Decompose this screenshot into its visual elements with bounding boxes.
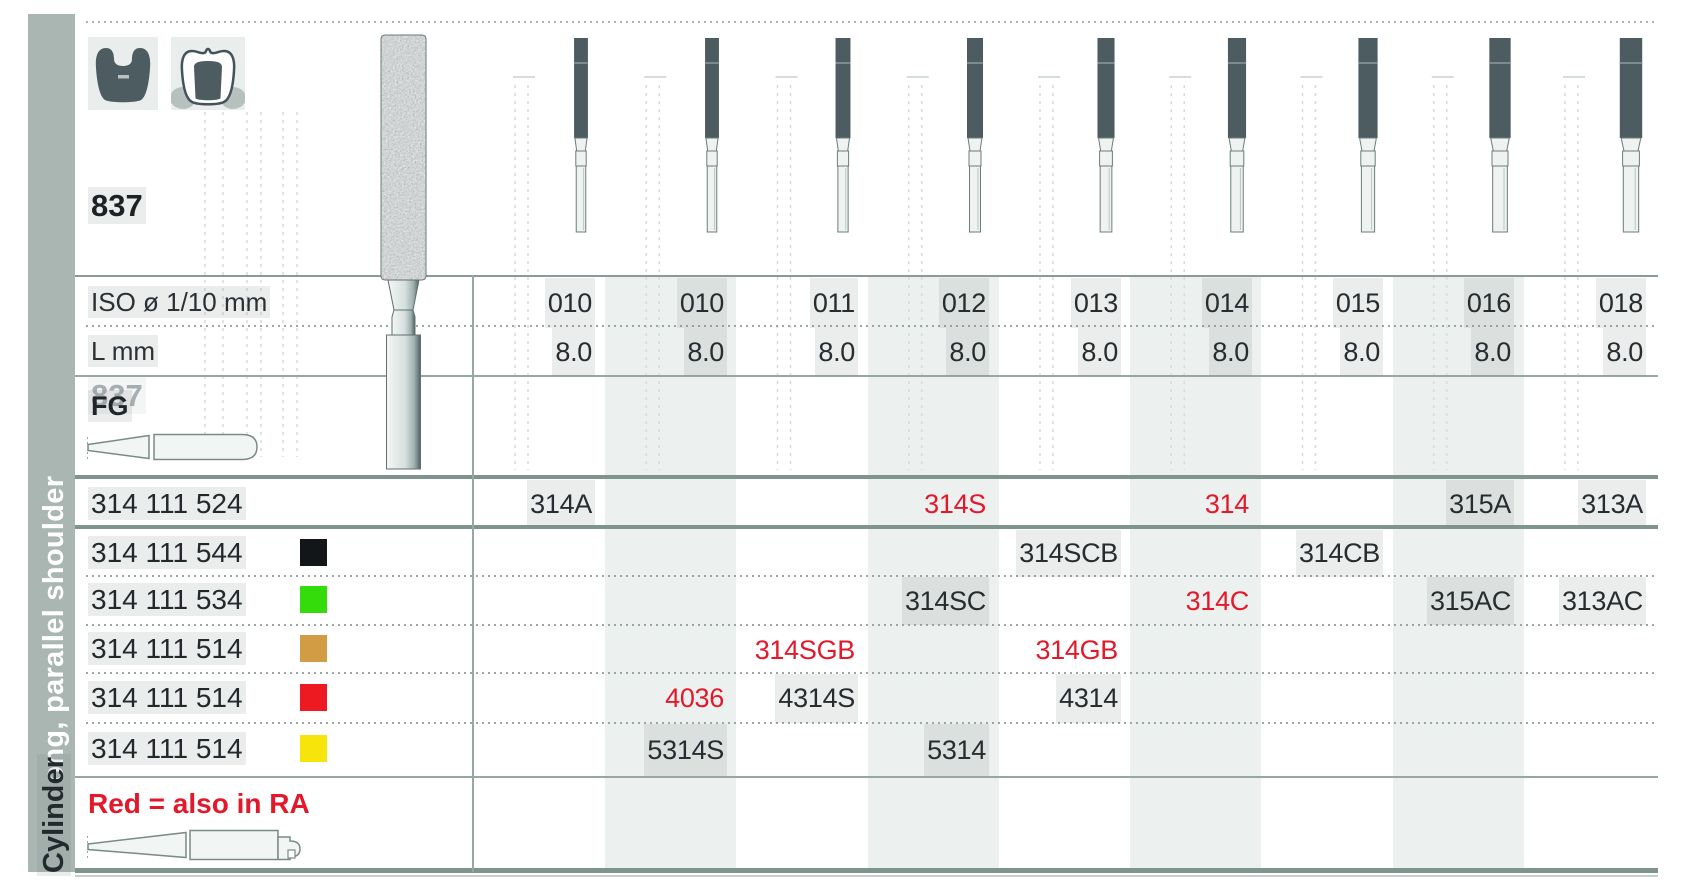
sidebar-band (28, 14, 75, 872)
grit-color-square (300, 635, 327, 662)
length-value-cell: 8.0 (552, 328, 595, 376)
sidebar-shape-label: Cylinder (35, 746, 73, 876)
product-code-cell: 315AC (1426, 577, 1514, 625)
fg-shank-label: FG (88, 388, 132, 424)
grit-color-square (300, 539, 327, 566)
prepared-tooth-icon (170, 37, 246, 110)
length-value-cell: 8.0 (1471, 328, 1514, 376)
iso-diameter-label: ISO ø 1/10 mm (88, 278, 271, 326)
order-number: 314 111 534 (88, 577, 246, 623)
table-line (86, 722, 1655, 724)
iso-value-cell: 018 (1595, 278, 1646, 328)
bur-illustration (1220, 35, 1254, 235)
grit-color-square (300, 586, 327, 613)
product-code-cell: 4314S (775, 674, 858, 723)
length-value-cell: 8.0 (815, 328, 858, 376)
product-code-cell: 314GB (1035, 635, 1118, 665)
length-value-cell: 8.0 (946, 328, 989, 376)
sidebar-group-label: long, parallel shoulder (38, 475, 70, 792)
length-value-cell: 8.0 (1340, 328, 1383, 376)
product-code-cell: 314SGB (754, 635, 856, 665)
order-number: 314 111 514 (88, 724, 246, 774)
product-code-cell: 314SCB (1016, 530, 1121, 577)
table-line (86, 575, 1655, 577)
table-line (75, 525, 1658, 529)
product-code-cell: 313AC (1558, 577, 1646, 625)
order-number: 314 111 514 (88, 674, 246, 721)
product-code-cell: 4314 (1056, 674, 1121, 723)
length-value-cell: 8.0 (1078, 328, 1121, 376)
product-code-cell: 314SC (901, 577, 989, 625)
table-line (86, 672, 1655, 674)
product-code-cell: 5314 (924, 724, 989, 776)
fg-shank-diagram (87, 433, 258, 461)
length-value-cell: 8.0 (1603, 328, 1646, 376)
iso-value-cell: 015 (1332, 278, 1383, 328)
order-number: 314 111 524 (88, 480, 246, 527)
iso-value-cell: 016 (1463, 278, 1514, 328)
bur-illustration (829, 35, 857, 235)
table-line (75, 776, 1658, 778)
ghost-figure-number: 837 (88, 376, 146, 416)
product-code-cell: 314C (1185, 586, 1250, 616)
molar-crown-icon (88, 37, 158, 110)
table-line (86, 325, 1655, 327)
bur-illustration (568, 35, 594, 235)
product-code-cell: 4036 (665, 683, 724, 713)
legend-note: Red = also in RA (88, 788, 310, 819)
bur-illustration (1350, 35, 1386, 235)
grit-color-square (300, 735, 327, 762)
bur-illustration (1480, 35, 1520, 235)
iso-value-cell: 011 (809, 278, 858, 328)
iso-value-cell: 010 (544, 278, 595, 328)
iso-value-cell: 013 (1070, 278, 1121, 328)
bottom-border (75, 868, 1658, 873)
product-code-cell: 315A (1446, 480, 1514, 529)
grit-color-square (300, 684, 327, 711)
bottom-border-shadow (75, 875, 1658, 877)
diamond-bur-photo (380, 34, 427, 470)
top-dotted-border (86, 21, 1655, 23)
table-line (86, 624, 1655, 626)
product-code-cell: 314A (527, 480, 595, 529)
table-line (75, 375, 1658, 377)
product-code-cell: 5314S (644, 724, 727, 776)
product-code-cell: 314 (1204, 489, 1249, 519)
table-line (75, 275, 1658, 277)
iso-value-cell: 012 (938, 278, 989, 328)
column-divider (472, 275, 474, 872)
table-line (75, 475, 1658, 479)
length-value-cell: 8.0 (1209, 328, 1252, 376)
product-code-cell: 314CB (1295, 530, 1383, 577)
bur-illustration (1090, 35, 1122, 235)
order-number: 314 111 514 (88, 626, 246, 672)
length-label: L mm (88, 328, 159, 374)
ra-shank-diagram (87, 829, 301, 861)
length-value-cell: 8.0 (684, 328, 727, 376)
iso-value-cell: 014 (1201, 278, 1252, 328)
bur-illustration (1610, 35, 1652, 235)
order-number: 314 111 544 (88, 530, 246, 575)
product-code-cell: 314S (924, 489, 986, 519)
iso-value-cell: 010 (676, 278, 727, 328)
product-code-cell: 313A (1578, 480, 1646, 529)
bur-illustration (960, 35, 990, 235)
bur-illustration (699, 35, 725, 235)
figure-number: 837 (88, 187, 146, 224)
